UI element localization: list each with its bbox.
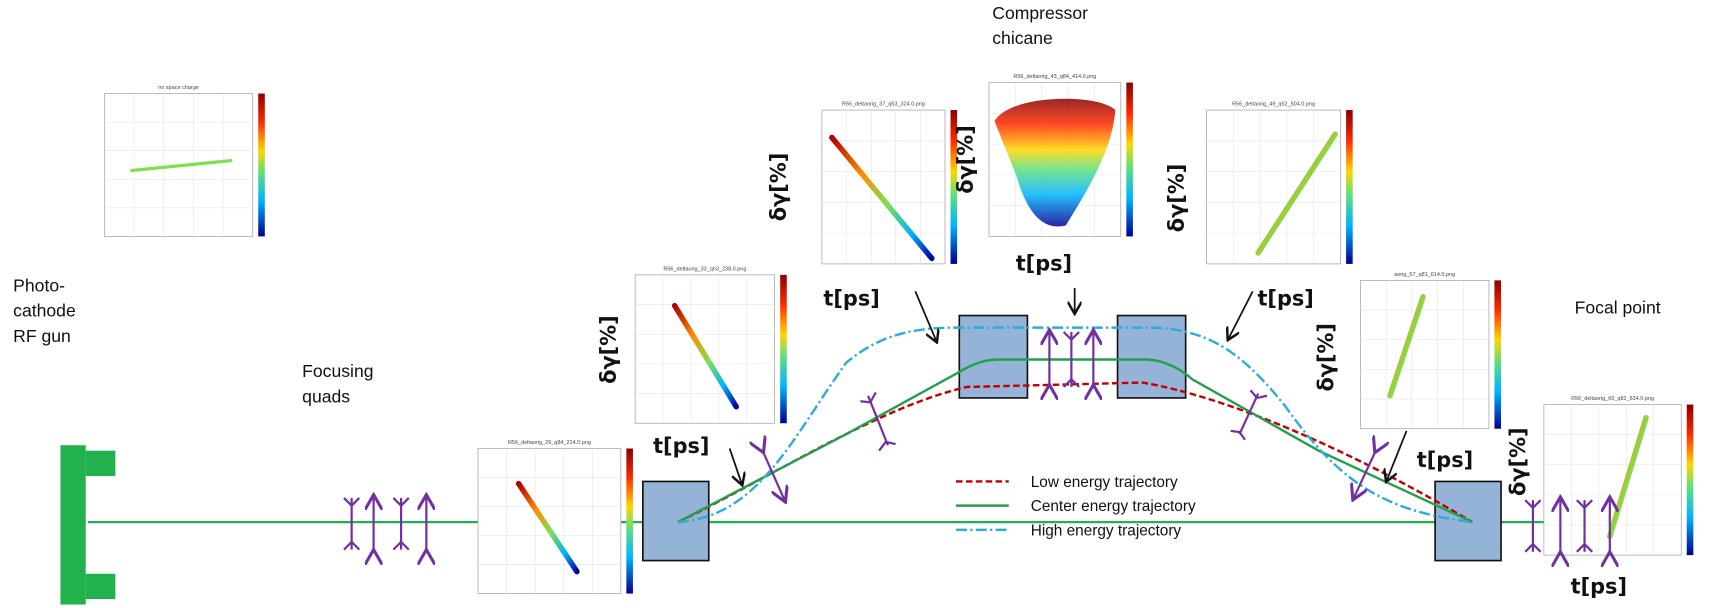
colorbar — [780, 275, 787, 423]
beam-plot: R56_deltaorig_29_q84_214.0.png — [478, 440, 633, 593]
beam-plot: no space charge — [104, 85, 264, 236]
y-axis-label: δγ[%] — [1314, 323, 1338, 392]
legend-label: Center energy trajectory — [1031, 498, 1196, 515]
label-text: chicane — [992, 28, 1053, 48]
y-axis-label: δγ[%] — [596, 315, 620, 384]
y-axis-label: δγ[%] — [767, 153, 791, 222]
plot-title: R56_deltaorig_29_q84_214.0.png — [508, 440, 591, 446]
x-axis-label: t[ps] — [823, 287, 879, 311]
x-axis-label: t[ps] — [1417, 448, 1473, 472]
colorbar — [1126, 83, 1133, 237]
legend-label: High energy trajectory — [1031, 522, 1182, 539]
plot-title: R56_deltaorig_43_q84_414.0.png — [1013, 74, 1096, 80]
y-axis-label: δγ[%] — [1164, 164, 1188, 233]
colorbar — [1346, 110, 1353, 264]
colorbar — [258, 94, 265, 237]
label-text: Focusing — [302, 361, 373, 381]
plot-title: R56_deltaorig_37_q53_324.0.png — [842, 102, 925, 108]
y-axis-label: δγ[%] — [1506, 427, 1530, 496]
label-text: Photo- — [13, 275, 65, 295]
plot-title: aorig_57_q81_614.0.png — [1394, 272, 1455, 278]
beam-plot: R56_deltaorig_37_q53_324.0.png δγ[%] t[ps] — [767, 102, 957, 311]
diagram: no space charge R56_deltaorig_29_q84_214.… — [0, 0, 1723, 608]
plot-frame — [1360, 280, 1489, 428]
x-axis-label: t[ps] — [1571, 575, 1627, 599]
trajectories — [678, 328, 1472, 522]
colorbar — [1494, 280, 1501, 428]
label-text: Compressor — [992, 3, 1088, 23]
plot-title: no space charge — [158, 85, 199, 91]
plot-frame — [1207, 110, 1341, 264]
label-text: Focal point — [1575, 297, 1661, 317]
x-axis-label: t[ps] — [1257, 287, 1313, 311]
rf-gun — [60, 445, 115, 604]
label-text: RF gun — [13, 326, 71, 346]
plot-frame — [478, 448, 621, 593]
beam-plot: R56_deltaorig_49_q52_504.0.png δγ[%] t[ps] — [1164, 102, 1352, 311]
beam-plot: R56_deltaorig_33_qh3_238.0.png δγ[%] t[ps] — [596, 266, 786, 457]
beam-plot: R56_deltaorig_60_q82_634.0.png δγ[%] t[ps] — [1506, 396, 1693, 598]
plot-title: R56_deltaorig_60_q82_634.0.png — [1571, 396, 1654, 402]
beam-plot: R56_deltaorig_43_q84_414.0.png δγ[%] t[ps] — [953, 74, 1132, 275]
plot-frame — [635, 275, 775, 423]
x-axis-label: t[ps] — [653, 434, 709, 458]
y-axis-label: δγ[%] — [953, 125, 977, 194]
x-axis-label: t[ps] — [1016, 251, 1072, 275]
legend-label: Low energy trajectory — [1031, 474, 1178, 491]
legend: Low energy trajectory Center energy traje… — [956, 474, 1196, 539]
plot-frame — [822, 110, 945, 264]
plot-title: R56_deltaorig_49_q52_504.0.png — [1232, 102, 1315, 108]
label-text: cathode — [13, 301, 76, 321]
colorbar — [1687, 405, 1694, 556]
label-text: quads — [302, 386, 350, 406]
plot-title: R56_deltaorig_33_qh3_238.0.png — [663, 266, 746, 272]
beam-plot: aorig_57_q81_614.0.png δγ[%] t[ps] — [1314, 272, 1501, 472]
colorbar — [626, 448, 633, 593]
